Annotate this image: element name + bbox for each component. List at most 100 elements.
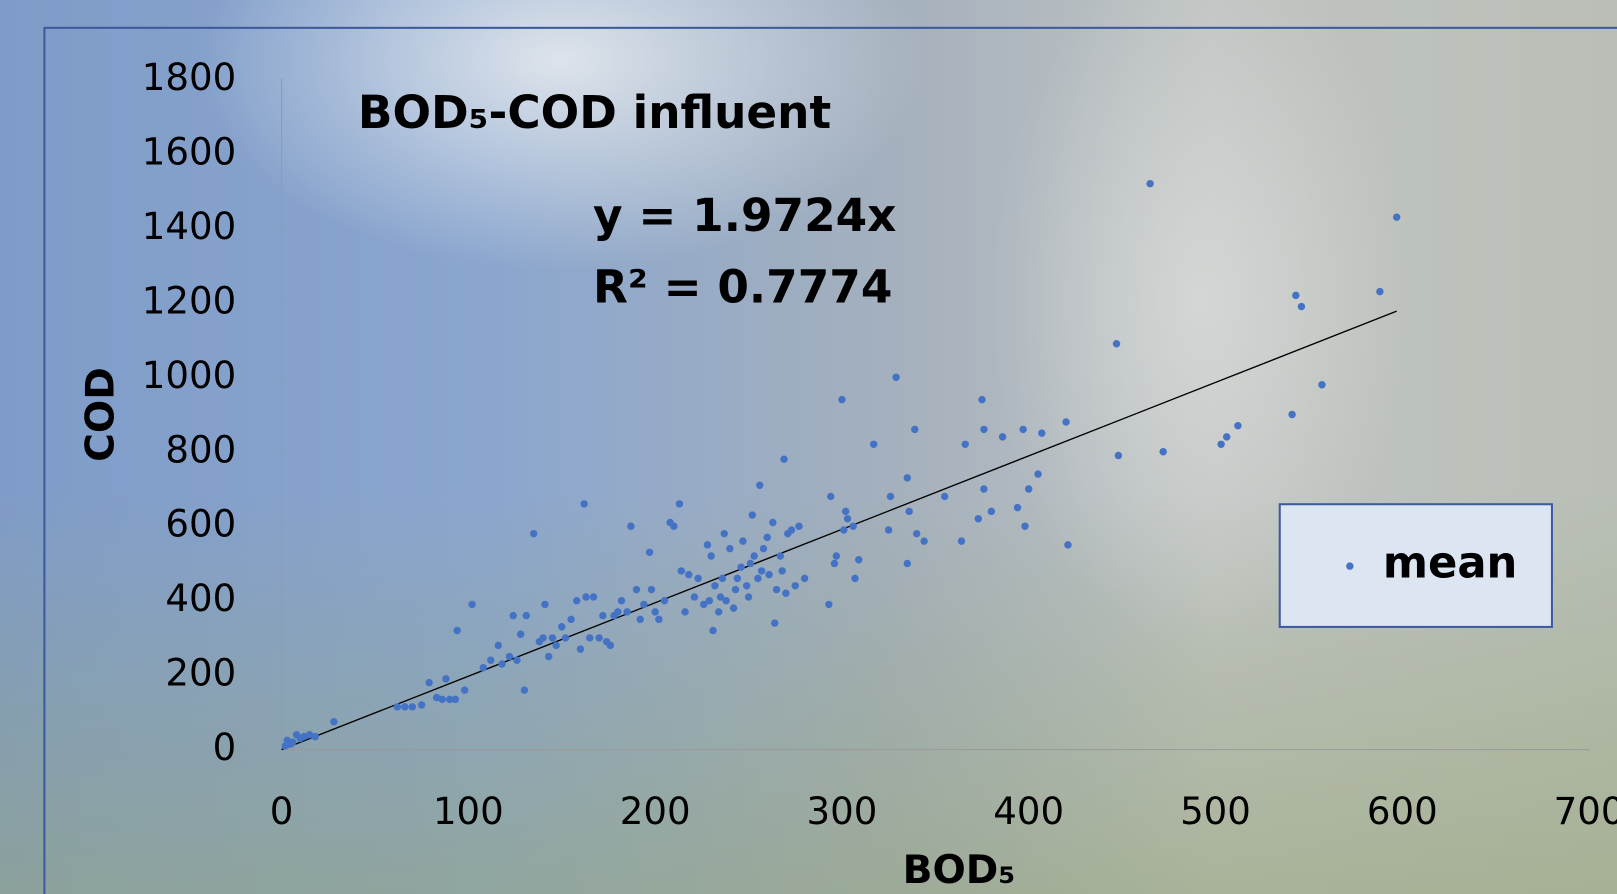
data-point	[548, 634, 557, 642]
data-point	[582, 593, 590, 601]
y-tick-label: 1000	[142, 354, 236, 397]
data-point	[961, 440, 969, 449]
data-point	[636, 615, 644, 624]
data-point	[978, 395, 986, 404]
data-point	[782, 589, 790, 597]
y-axis-title: COD	[79, 367, 124, 462]
equation: y = 1.9724x	[593, 189, 896, 242]
data-point	[849, 522, 857, 530]
data-point	[722, 596, 730, 605]
x-tick-label: 100	[433, 790, 504, 833]
data-point	[544, 652, 553, 661]
data-point	[300, 732, 308, 741]
x-tick-label: 700	[1554, 790, 1617, 833]
data-point	[780, 455, 788, 463]
data-point	[445, 695, 454, 704]
data-point	[572, 596, 581, 605]
data-point	[589, 593, 598, 601]
data-point	[595, 634, 603, 642]
data-point	[694, 574, 702, 583]
data-point	[832, 552, 841, 560]
data-point	[623, 608, 631, 616]
data-point	[498, 660, 506, 668]
data-point	[869, 440, 878, 449]
data-point	[651, 608, 659, 616]
data-point	[750, 552, 758, 560]
data-point	[640, 600, 648, 609]
data-point	[606, 641, 615, 650]
data-point	[1112, 340, 1121, 348]
data-point	[800, 574, 809, 583]
data-point	[305, 731, 314, 739]
data-point	[505, 652, 514, 661]
data-point	[645, 548, 654, 557]
data-point	[825, 600, 833, 609]
data-point	[911, 425, 919, 434]
data-point	[892, 373, 900, 381]
y-tick-label: 1400	[142, 205, 236, 248]
data-point	[830, 559, 839, 568]
data-point	[614, 608, 622, 616]
data-point	[748, 511, 756, 519]
chart-title: BOD₅-COD influent	[358, 86, 831, 139]
plot-area: 0 200 400 600 800 1000 1200 1400 1600 1800 0 100 200…	[142, 56, 1617, 833]
data-point	[756, 481, 764, 489]
data-point	[980, 425, 988, 434]
data-point	[765, 570, 773, 579]
data-point	[1114, 451, 1123, 460]
x-tick-label: 500	[1180, 790, 1251, 833]
data-point	[729, 604, 738, 612]
data-point	[707, 552, 715, 560]
x-axis-title: BOD₅	[903, 848, 1016, 893]
data-point	[487, 656, 495, 664]
data-point	[393, 703, 402, 711]
data-point	[1288, 410, 1296, 419]
data-point	[617, 596, 626, 605]
data-point	[711, 582, 719, 590]
data-point	[980, 485, 988, 493]
data-point	[1038, 429, 1046, 437]
data-point	[763, 533, 771, 542]
data-point	[700, 600, 708, 609]
data-point	[957, 537, 966, 545]
data-point	[451, 695, 460, 704]
data-point	[311, 732, 319, 741]
data-point	[841, 507, 850, 516]
data-point	[460, 686, 469, 694]
data-point	[1159, 448, 1167, 456]
data-point	[1292, 291, 1300, 300]
data-point	[425, 678, 433, 687]
data-point	[718, 574, 727, 583]
x-tick-label: 300	[807, 790, 878, 833]
chart-frame	[43, 26, 1617, 894]
data-point	[903, 474, 912, 482]
data-point	[586, 634, 594, 642]
data-point	[1146, 179, 1154, 188]
data-point	[468, 600, 476, 609]
data-point	[530, 529, 538, 538]
y-tick-label: 600	[165, 503, 236, 546]
data-point	[417, 701, 426, 709]
data-point	[827, 492, 835, 501]
data-point	[516, 630, 525, 638]
legend-box	[1278, 503, 1553, 628]
data-point	[627, 522, 635, 530]
data-point	[742, 582, 751, 590]
data-point	[744, 593, 753, 601]
x-tick-label: 200	[620, 790, 691, 833]
x-tick-label: 400	[993, 790, 1064, 833]
data-point	[520, 686, 529, 694]
r-squared: R² = 0.7774	[593, 260, 892, 313]
data-point	[442, 675, 450, 683]
y-tick-label: 1800	[142, 56, 236, 99]
data-point	[720, 529, 728, 538]
data-point	[1223, 433, 1231, 441]
data-point	[1376, 287, 1384, 296]
data-point	[974, 515, 983, 523]
data-point	[737, 563, 745, 571]
data-point	[1013, 503, 1022, 512]
data-point	[733, 574, 742, 583]
legend-label: mean	[1383, 539, 1518, 589]
